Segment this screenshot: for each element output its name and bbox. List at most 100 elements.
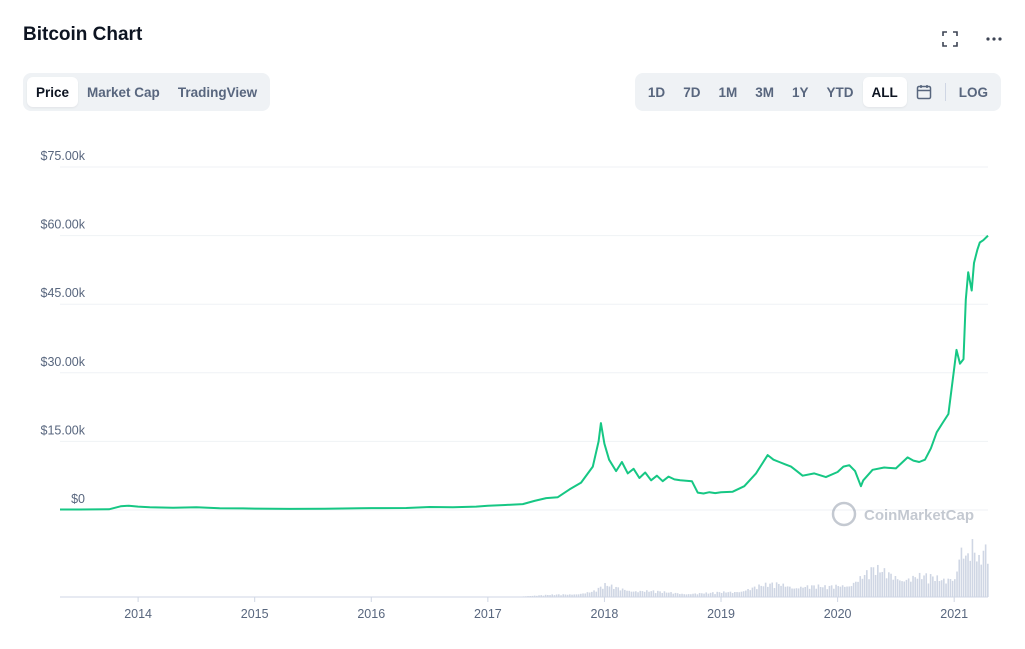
volume-bar <box>551 594 554 597</box>
volume-bar <box>773 588 776 597</box>
tab-tradingview[interactable]: TradingView <box>177 84 258 100</box>
volume-bar <box>648 591 650 597</box>
calendar-icon[interactable] <box>907 77 941 107</box>
volume-bar <box>630 591 633 597</box>
volume-bar <box>815 588 818 597</box>
y-tick-label: $30.00k <box>41 355 86 369</box>
volume-bar <box>525 596 527 597</box>
volume-bar <box>544 594 547 597</box>
volume-bar <box>802 587 804 597</box>
volume-bar <box>597 587 600 597</box>
volume-bar <box>841 585 844 597</box>
volume-bar <box>874 574 877 597</box>
volume-bar <box>547 595 549 597</box>
volume-bar <box>791 588 793 597</box>
range-all[interactable]: ALL <box>862 77 907 107</box>
volume-bar <box>685 594 688 597</box>
volume-bar <box>956 571 958 597</box>
log-toggle[interactable]: LOG <box>958 84 988 100</box>
volume-bar <box>705 592 708 597</box>
volume-bar <box>870 567 873 597</box>
volume-bar <box>987 563 989 597</box>
tab-price[interactable]: Price <box>27 77 79 107</box>
volume-bar <box>888 572 890 597</box>
volume-bar <box>877 564 879 597</box>
volume-bar <box>698 592 701 597</box>
volume-bar <box>716 591 719 597</box>
volume-bar <box>533 595 536 597</box>
volume-bar <box>830 585 833 597</box>
more-icon[interactable] <box>983 28 1005 50</box>
volume-bar <box>786 586 789 597</box>
range-1m[interactable]: 1M <box>718 84 738 100</box>
volume-bar <box>657 590 659 597</box>
volume-bar <box>676 593 679 597</box>
volume-bar <box>584 593 587 597</box>
volume-bar <box>846 586 848 597</box>
volume-bar <box>549 595 551 597</box>
volume-bar <box>694 593 697 597</box>
volume-bar <box>899 580 901 597</box>
volume-bar <box>839 586 842 597</box>
volume-bar <box>753 586 756 597</box>
volume-bar <box>707 593 710 597</box>
volume-bar <box>727 592 730 597</box>
volume-bar <box>588 592 591 597</box>
view-tabs: Price Market Cap TradingView <box>23 73 271 111</box>
top-icons <box>939 28 1005 50</box>
volume-bar <box>760 585 763 597</box>
range-3m[interactable]: 3M <box>755 84 774 100</box>
volume-bar <box>663 591 666 597</box>
volume-bar <box>954 579 956 597</box>
volume-bar <box>850 586 853 597</box>
volume-bar <box>665 592 668 597</box>
volume-bar <box>885 578 888 597</box>
fullscreen-icon[interactable] <box>939 28 961 50</box>
volume-bar <box>778 583 780 597</box>
volume-bar <box>960 547 963 597</box>
volume-bar <box>938 581 941 597</box>
y-tick-label: $15.00k <box>41 423 86 437</box>
range-1d[interactable]: 1D <box>647 84 666 100</box>
x-tick-label: 2020 <box>824 607 852 621</box>
volume-bar <box>621 588 624 597</box>
volume-bar <box>542 595 545 597</box>
volume-bar <box>624 589 626 597</box>
volume-bar <box>714 594 716 597</box>
volume-bar <box>668 592 670 597</box>
volume-bar <box>692 593 694 597</box>
volume-bar <box>723 591 725 597</box>
tab-market-cap[interactable]: Market Cap <box>87 84 160 100</box>
volume-bar <box>580 593 582 597</box>
volume-bar <box>881 571 884 597</box>
volume-bar <box>628 590 631 597</box>
volume-bar <box>632 591 635 597</box>
volume-bar <box>626 590 628 597</box>
volume-bar <box>610 584 613 597</box>
volume-bar <box>800 586 802 597</box>
volume-bar <box>973 552 976 597</box>
volume-bar <box>571 594 573 597</box>
volume-bar <box>822 587 824 597</box>
page-title: Bitcoin Chart <box>23 24 143 45</box>
volume-bar <box>654 593 657 597</box>
range-1y[interactable]: 1Y <box>791 84 809 100</box>
volume-bar <box>522 596 525 597</box>
volume-bar <box>976 561 978 597</box>
volume-bar <box>808 588 811 597</box>
volume-bar <box>804 587 807 597</box>
volume-bar <box>683 594 686 597</box>
volume-bar <box>555 594 558 597</box>
y-tick-label: $60.00k <box>41 218 86 232</box>
volume-bar <box>923 575 925 597</box>
volume-bar <box>863 575 866 597</box>
volume-bar <box>949 578 952 597</box>
volume-bar <box>918 572 921 597</box>
range-ytd[interactable]: YTD <box>826 84 854 100</box>
range-7d[interactable]: 7D <box>683 84 701 100</box>
volume-bar <box>984 544 987 597</box>
volume-bar <box>646 590 648 597</box>
volume-bar <box>771 582 774 597</box>
volume-bar <box>635 591 637 597</box>
